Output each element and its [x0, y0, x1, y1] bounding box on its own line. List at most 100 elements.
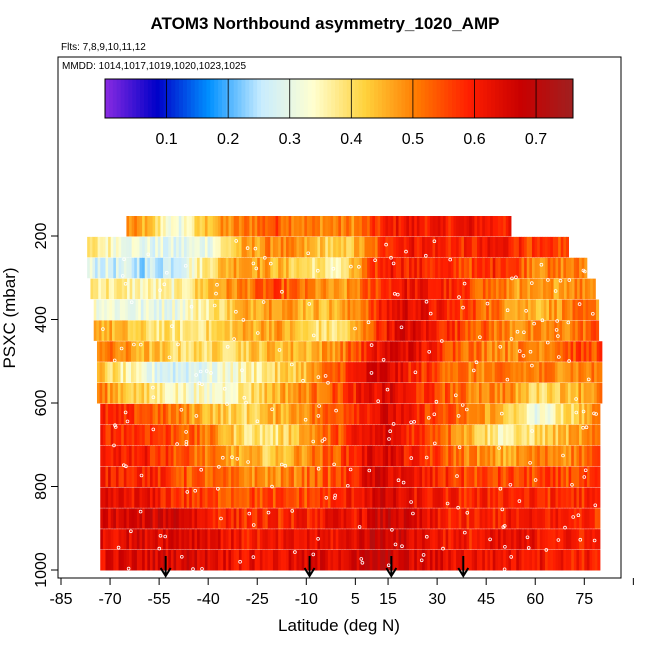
heat-cell	[384, 383, 388, 404]
heat-cell	[398, 257, 402, 279]
sample-point	[189, 304, 194, 309]
heat-cell	[267, 508, 271, 529]
sample-point	[254, 266, 259, 271]
heat-cell	[364, 466, 368, 487]
sample-point	[567, 359, 571, 363]
heat-cell	[183, 508, 187, 529]
heat-cell	[173, 487, 177, 508]
heat-cell	[102, 403, 106, 425]
heat-cell	[448, 529, 452, 550]
colorbar-tick-label: 0.4	[340, 131, 362, 148]
heat-cell	[444, 383, 448, 404]
sample-point	[381, 357, 386, 362]
heat-cell	[416, 445, 420, 467]
heat-cell	[504, 320, 508, 341]
heat-cell	[288, 424, 292, 446]
heat-cell	[327, 341, 331, 362]
heat-cell	[156, 299, 160, 320]
heat-cell	[531, 403, 535, 425]
heat-cell	[440, 529, 444, 550]
heat-cell	[312, 403, 316, 425]
heat-cell	[545, 466, 549, 487]
heat-cell	[261, 341, 265, 362]
heat-cell	[487, 424, 491, 446]
sample-point	[212, 303, 217, 308]
heat-cell	[140, 299, 144, 320]
heat-cell	[327, 236, 331, 258]
heat-cell	[183, 216, 187, 237]
heat-cell	[243, 341, 247, 362]
heat-cell	[291, 445, 295, 467]
heat-cell	[400, 341, 404, 362]
heat-cell	[204, 487, 208, 508]
heat-cell	[204, 383, 208, 404]
heat-cell	[197, 445, 201, 467]
heat-cell	[100, 508, 104, 529]
heat-cell	[139, 257, 143, 279]
colorbar: 0.1 0.2 0.3 0.4 0.5 0.6 0.7	[104, 78, 574, 148]
heat-cell	[518, 550, 522, 571]
heat-cell	[288, 236, 292, 258]
heat-cell	[465, 362, 469, 383]
sample-point	[204, 369, 209, 373]
heat-cell	[429, 362, 433, 383]
heat-cell	[461, 445, 465, 467]
colorbar-segment	[116, 79, 122, 118]
heat-cell	[155, 508, 159, 529]
heat-cell	[195, 278, 199, 300]
heat-cell	[372, 445, 376, 467]
heat-cell	[547, 236, 551, 258]
heat-cell	[443, 508, 447, 529]
dates-label: MMDD: 1014,1017,1019,1020,1023,1025	[62, 61, 247, 72]
heat-cell	[567, 362, 571, 383]
heat-cell	[293, 445, 297, 467]
heat-cell	[215, 403, 219, 425]
sample-point	[290, 509, 295, 513]
heat-cell	[340, 362, 344, 383]
heat-cell	[320, 550, 324, 571]
heat-cell	[484, 508, 488, 529]
heat-cell	[443, 278, 447, 300]
heat-cell	[554, 362, 558, 383]
heat-cell	[195, 320, 199, 341]
heat-cell	[376, 320, 380, 341]
sample-point	[222, 386, 227, 391]
heat-cell	[197, 257, 201, 279]
heat-cell	[584, 445, 588, 467]
heat-cell	[183, 236, 187, 258]
heat-cell	[414, 278, 418, 300]
heat-cell	[185, 320, 189, 341]
heat-cell	[272, 362, 276, 383]
heat-cell	[110, 403, 114, 425]
heat-cell	[342, 341, 346, 362]
colorbar-segment	[483, 79, 488, 118]
heat-cell	[108, 236, 112, 258]
heat-cell	[304, 236, 308, 258]
heat-cell	[196, 341, 200, 362]
heat-cell	[241, 257, 245, 279]
heat-cell	[257, 508, 261, 529]
heat-cell	[230, 383, 234, 404]
heat-cell	[269, 320, 273, 341]
heat-cell	[341, 278, 345, 300]
sample-point	[424, 299, 429, 304]
heat-cell	[142, 424, 146, 446]
heat-cell	[367, 424, 371, 446]
heat-cell	[503, 278, 507, 300]
heat-cell	[391, 278, 395, 300]
heat-cell	[291, 550, 295, 571]
heat-cell	[155, 278, 159, 300]
heat-cell	[257, 529, 261, 550]
heat-cell	[286, 445, 290, 467]
heat-cell	[429, 529, 433, 550]
colorbar-segment	[413, 79, 418, 118]
heat-cell	[163, 445, 167, 467]
heat-cell	[401, 508, 405, 529]
heat-cell	[397, 341, 401, 362]
heat-cell	[191, 403, 195, 425]
heat-cell	[487, 550, 491, 571]
sample-point	[193, 488, 198, 493]
heat-cell	[397, 362, 401, 383]
heat-cell	[385, 424, 389, 446]
heat-cell	[552, 257, 556, 279]
